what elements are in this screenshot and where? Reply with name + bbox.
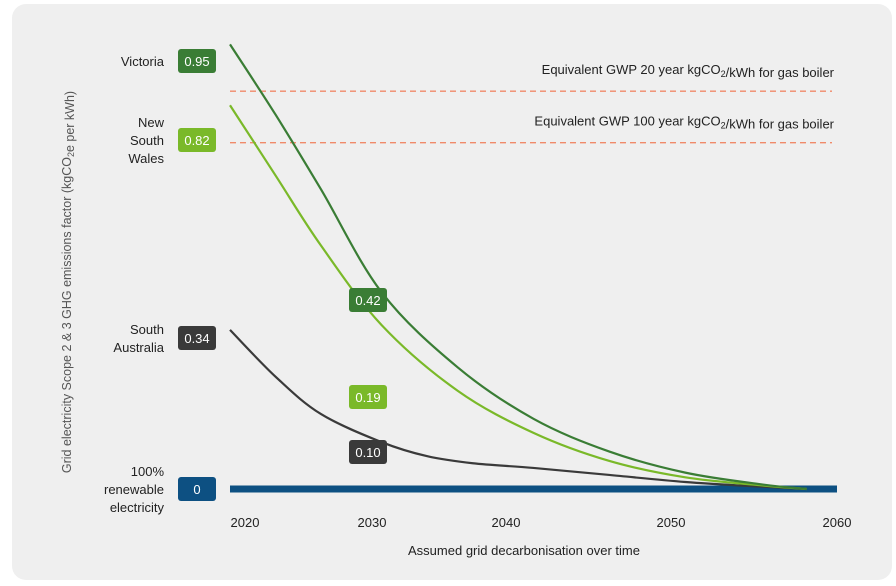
mid-badge-2-box	[349, 385, 387, 409]
x-tick-2060: 2060	[823, 515, 852, 530]
series-name-4: 100% renewable electricity	[104, 464, 164, 515]
series-name-3: South Australia	[113, 322, 164, 355]
series-line-2	[229, 104, 807, 491]
reference-label-2: Equivalent GWP 100 year kgCO2/kWh for ga…	[534, 114, 834, 132]
start-badge-1: 0.95	[178, 49, 216, 73]
reference-label-1: Equivalent GWP 20 year kgCO2/kWh for gas…	[542, 62, 835, 80]
x-axis-title: Assumed grid decarbonisation over time	[408, 543, 640, 558]
start-badge-4-box	[178, 477, 216, 501]
start-badge-3-text: 0.34	[184, 331, 209, 346]
start-badge-2-text: 0.82	[184, 133, 209, 148]
mid-badge-1-box	[349, 288, 387, 312]
x-tick-2030: 2030	[358, 515, 387, 530]
start-badge-2: 0.82	[178, 128, 216, 152]
start-badge-1-box	[178, 49, 216, 73]
mid-badge-1: 0.42	[349, 288, 387, 312]
series-line-3	[229, 329, 807, 491]
mid-badge-2: 0.19	[349, 385, 387, 409]
mid-badge-3-text: 0.10	[355, 445, 380, 460]
series-name-1: Victoria	[121, 54, 165, 69]
mid-badge-1-text: 0.42	[355, 293, 380, 308]
mid-badge-3: 0.10	[349, 440, 387, 464]
x-tick-2040: 2040	[492, 515, 521, 530]
series-line-1	[229, 43, 807, 491]
start-badge-4: 0	[178, 477, 216, 501]
x-tick-2020: 2020	[231, 515, 260, 530]
start-badge-1-text: 0.95	[184, 54, 209, 69]
start-badge-4-text: 0	[193, 482, 200, 497]
mid-badge-3-box	[349, 440, 387, 464]
x-tick-2050: 2050	[657, 515, 686, 530]
start-badge-2-box	[178, 128, 216, 152]
y-axis-title: Grid electricity Scope 2 & 3 GHG emissio…	[60, 91, 77, 473]
series-name-2: New South Wales	[128, 115, 164, 166]
start-badge-3-box	[178, 326, 216, 350]
mid-badge-2-text: 0.19	[355, 390, 380, 405]
start-badge-3: 0.34	[178, 326, 216, 350]
